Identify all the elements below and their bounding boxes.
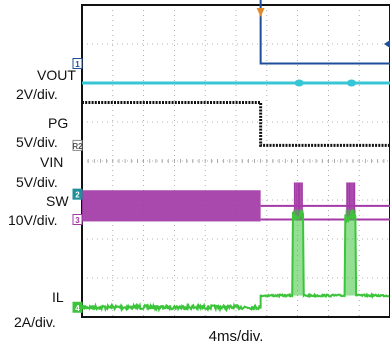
pg-trace [82,101,390,147]
vout-ripple-bump-1 [294,79,304,87]
sw-channel-marker [72,214,83,225]
vin-channel-marker [72,188,83,200]
pg-scale-label: 5V/div. [16,134,58,150]
sw-scale-label: 10V/div. [8,212,58,228]
trigger-level-arrow [384,40,390,48]
vin-label: VIN [40,154,63,170]
vout-label: VOUT [37,67,76,83]
vout-trace [259,0,390,65]
vout-scale-label: 2V/div. [16,86,58,102]
vout-name: VOUT [37,67,76,83]
il-name: IL [52,289,64,305]
il-burst-2 [345,209,357,296]
vout-channel-marker [72,58,83,69]
scope-grid [81,5,390,317]
il-channel-number: 4 [75,304,80,313]
trigger-arrow [256,8,265,17]
vin-sw-switching-band [82,190,261,222]
waveforms [81,0,390,313]
pg-channel-marker [72,139,83,151]
il-burst-1 [292,209,304,296]
trigger-marker [256,8,390,48]
vin-name: VIN [40,154,63,170]
vout-channel-number: 1 [75,60,80,69]
il-label: IL [52,289,64,305]
x-axis-label: 4ms/div. [209,328,264,345]
il-scale-label: 2A/div. [14,314,56,330]
scope-frame [81,4,390,318]
il-channel-marker [72,301,83,313]
sw-channel-number: 3 [75,216,80,225]
vout-ripple-bump-2 [346,79,357,87]
vin-channel-number: 2 [75,191,80,200]
channel-markers: 1 R2 2 3 4 [72,58,83,313]
il-trace [81,208,390,313]
vin-scale-label: 5V/div. [16,174,58,190]
pg-channel-number: R2 [72,142,83,151]
sw-label: SW [46,193,69,209]
pg-label: PG [48,115,68,131]
